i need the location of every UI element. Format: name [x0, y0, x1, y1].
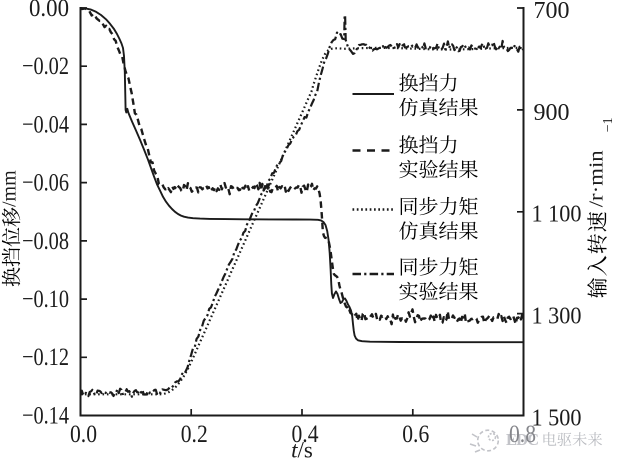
svg-text:−0.12: −0.12 [22, 344, 69, 371]
svg-text:900: 900 [534, 100, 570, 126]
svg-text:1 300: 1 300 [532, 304, 582, 330]
svg-text:0.00: 0.00 [29, 0, 69, 22]
svg-text:0.4: 0.4 [292, 421, 319, 448]
svg-text:/mm: /mm [0, 170, 21, 207]
svg-text:−0.08: −0.08 [22, 228, 69, 255]
svg-text:0.8: 0.8 [509, 421, 536, 448]
svg-text:−1: −1 [601, 117, 616, 132]
svg-text:t/s: t/s [291, 438, 313, 463]
svg-text:−0.02: −0.02 [22, 53, 69, 80]
svg-text:0.0: 0.0 [70, 421, 97, 448]
svg-text:−0.10: −0.10 [22, 286, 69, 313]
svg-text:EDC: EDC [506, 430, 539, 449]
svg-text:−0.14: −0.14 [22, 402, 69, 429]
svg-text:−0.04: −0.04 [22, 111, 69, 138]
svg-text:700: 700 [534, 0, 570, 24]
svg-text:−0.06: −0.06 [22, 170, 69, 197]
svg-text:/r·min: /r·min [586, 150, 608, 207]
svg-text:0.2: 0.2 [181, 421, 208, 448]
svg-text:0.6: 0.6 [402, 421, 429, 448]
svg-text:1 100: 1 100 [532, 202, 582, 228]
svg-text:1 500: 1 500 [532, 405, 582, 431]
